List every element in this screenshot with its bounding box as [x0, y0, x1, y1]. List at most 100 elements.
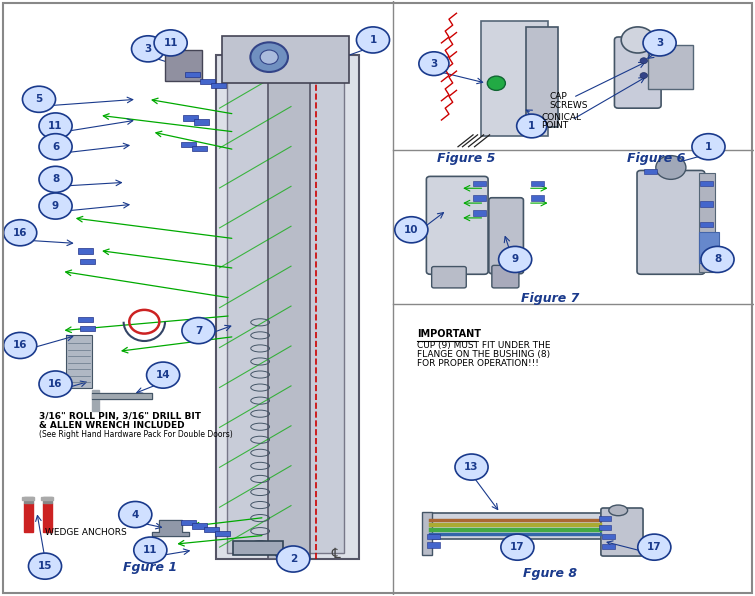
Text: 4: 4 — [131, 510, 139, 520]
FancyBboxPatch shape — [78, 317, 93, 322]
Text: 11: 11 — [143, 545, 158, 555]
Circle shape — [498, 246, 532, 272]
Text: 14: 14 — [156, 370, 171, 380]
Circle shape — [251, 42, 288, 72]
Circle shape — [154, 30, 187, 56]
FancyBboxPatch shape — [181, 142, 196, 147]
Polygon shape — [43, 502, 52, 532]
Circle shape — [39, 113, 72, 139]
FancyBboxPatch shape — [165, 50, 202, 81]
FancyBboxPatch shape — [200, 79, 215, 84]
Circle shape — [39, 193, 72, 219]
FancyBboxPatch shape — [233, 541, 283, 555]
FancyBboxPatch shape — [698, 173, 715, 272]
Text: 3: 3 — [144, 44, 152, 54]
Text: ℄: ℄ — [329, 547, 341, 561]
FancyBboxPatch shape — [194, 119, 209, 125]
Polygon shape — [152, 520, 190, 536]
Circle shape — [640, 58, 648, 64]
FancyBboxPatch shape — [615, 37, 661, 108]
Circle shape — [701, 246, 734, 272]
Text: 10: 10 — [404, 225, 418, 235]
FancyBboxPatch shape — [599, 516, 612, 521]
FancyBboxPatch shape — [481, 21, 548, 136]
Text: 3: 3 — [656, 38, 663, 48]
FancyBboxPatch shape — [644, 169, 657, 174]
Polygon shape — [23, 496, 35, 499]
Text: POINT: POINT — [541, 122, 569, 131]
FancyBboxPatch shape — [700, 222, 713, 228]
FancyBboxPatch shape — [422, 512, 433, 555]
Text: 16: 16 — [48, 379, 63, 389]
Circle shape — [501, 534, 534, 560]
Text: FLANGE ON THE BUSHING (8): FLANGE ON THE BUSHING (8) — [418, 350, 550, 359]
FancyBboxPatch shape — [531, 181, 544, 186]
Text: SCREWS: SCREWS — [549, 101, 587, 110]
FancyBboxPatch shape — [427, 533, 440, 539]
Circle shape — [356, 27, 390, 53]
Circle shape — [39, 166, 72, 193]
Circle shape — [260, 50, 278, 64]
Text: 7: 7 — [195, 325, 202, 336]
FancyBboxPatch shape — [227, 64, 344, 553]
FancyBboxPatch shape — [599, 524, 612, 530]
Circle shape — [119, 501, 152, 527]
FancyBboxPatch shape — [215, 530, 230, 536]
Text: 6: 6 — [52, 142, 59, 152]
Circle shape — [455, 454, 488, 480]
Ellipse shape — [609, 505, 627, 516]
Text: 1: 1 — [528, 121, 535, 131]
Text: & ALLEN WRENCH INCLUDED: & ALLEN WRENCH INCLUDED — [39, 421, 185, 430]
FancyBboxPatch shape — [700, 181, 713, 186]
Text: FOR PROPER OPERATION!!!: FOR PROPER OPERATION!!! — [418, 359, 539, 368]
Circle shape — [516, 114, 547, 138]
FancyBboxPatch shape — [473, 210, 485, 216]
Circle shape — [39, 371, 72, 397]
Polygon shape — [91, 393, 152, 399]
FancyBboxPatch shape — [211, 83, 226, 88]
FancyBboxPatch shape — [79, 259, 94, 264]
FancyBboxPatch shape — [601, 508, 643, 556]
Circle shape — [419, 52, 449, 76]
FancyBboxPatch shape — [269, 55, 310, 559]
Circle shape — [487, 76, 505, 91]
Text: Figure 7: Figure 7 — [521, 291, 580, 305]
Circle shape — [146, 362, 180, 388]
Text: 2: 2 — [290, 554, 297, 564]
Circle shape — [395, 217, 428, 243]
Circle shape — [4, 333, 37, 359]
FancyBboxPatch shape — [222, 36, 349, 83]
FancyBboxPatch shape — [531, 195, 544, 201]
Text: Figure 6: Figure 6 — [627, 152, 685, 165]
Text: WEDGE ANCHORS: WEDGE ANCHORS — [45, 528, 127, 537]
FancyBboxPatch shape — [183, 115, 198, 120]
Circle shape — [643, 30, 676, 56]
Circle shape — [134, 537, 167, 563]
FancyBboxPatch shape — [492, 265, 519, 288]
Text: 8: 8 — [52, 175, 59, 184]
Text: (See Right Hand Hardware Pack For Double Doors): (See Right Hand Hardware Pack For Double… — [39, 430, 233, 439]
FancyBboxPatch shape — [602, 544, 615, 549]
Polygon shape — [91, 390, 99, 411]
FancyBboxPatch shape — [473, 181, 485, 186]
FancyBboxPatch shape — [185, 72, 200, 77]
FancyBboxPatch shape — [193, 523, 208, 529]
FancyBboxPatch shape — [181, 520, 196, 525]
Text: Fgure 8: Fgure 8 — [523, 567, 578, 581]
Circle shape — [656, 156, 686, 179]
Text: 1: 1 — [369, 35, 377, 45]
FancyBboxPatch shape — [204, 527, 219, 532]
Circle shape — [29, 553, 62, 579]
Text: 8: 8 — [714, 254, 721, 265]
FancyBboxPatch shape — [78, 248, 93, 253]
Text: Fgure 1: Fgure 1 — [123, 561, 177, 575]
Text: CUP (9) MUST FIT UNDER THE: CUP (9) MUST FIT UNDER THE — [418, 341, 551, 350]
FancyBboxPatch shape — [429, 523, 602, 527]
FancyBboxPatch shape — [427, 542, 440, 548]
FancyBboxPatch shape — [429, 528, 602, 532]
FancyBboxPatch shape — [526, 27, 558, 127]
FancyBboxPatch shape — [473, 195, 485, 201]
FancyBboxPatch shape — [429, 519, 602, 522]
Text: 17: 17 — [647, 542, 661, 552]
Text: 3/16" ROLL PIN, 3/16" DRILL BIT: 3/16" ROLL PIN, 3/16" DRILL BIT — [39, 412, 201, 421]
